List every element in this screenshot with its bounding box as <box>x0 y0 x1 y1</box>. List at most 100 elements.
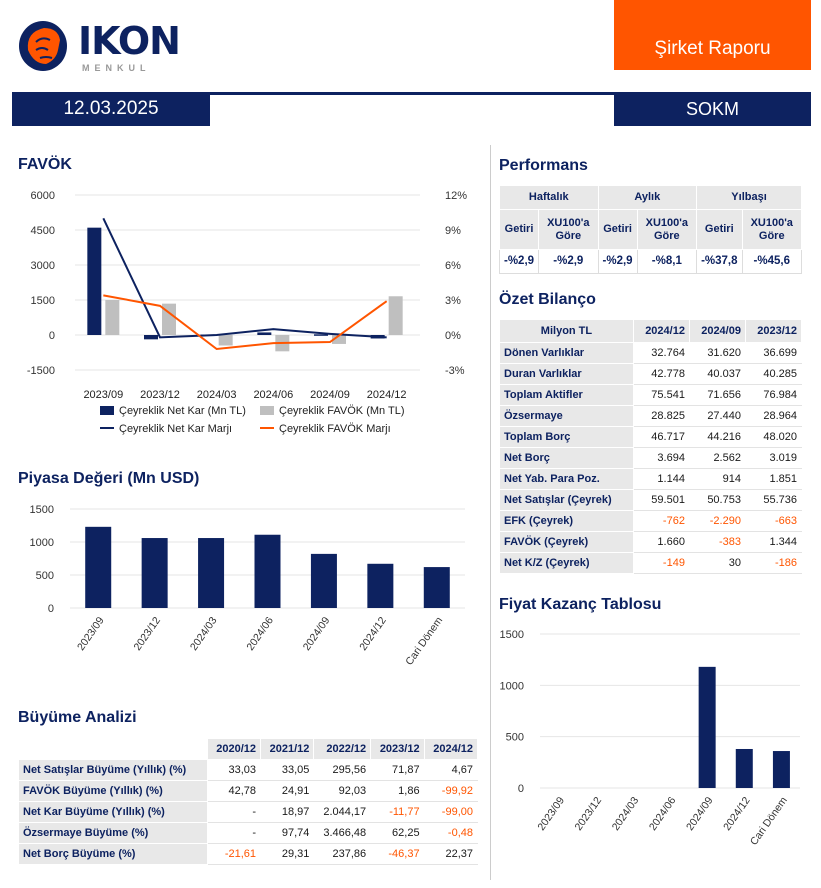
cell: -46,37 <box>370 843 425 865</box>
cell: -%2,9 <box>498 249 540 274</box>
row-label: FAVÖK (Çeyrek) <box>499 531 634 553</box>
y-tick-label: 1500 <box>31 295 55 307</box>
cell: 40.037 <box>688 363 746 385</box>
column-header: 2023/12 <box>370 738 425 760</box>
x-tick-label: 2024/03 <box>610 795 642 833</box>
cell: 31.620 <box>688 342 746 364</box>
group-row: Haftalık Aylık Yılbaşı <box>499 185 802 210</box>
cell: -2.290 <box>688 510 746 532</box>
y-tick-label: 1500 <box>500 629 524 641</box>
cell: 42,78 <box>206 780 262 802</box>
cell: 28.964 <box>744 405 803 427</box>
pe-title: Fiyat Kazanç Tablosu <box>499 596 662 613</box>
y-tick-label: 0 <box>48 603 54 615</box>
y-tick-label: -1500 <box>27 365 55 377</box>
favok-chart: 6000 12% 4500 9% 3000 6% 1500 3% 0 0% -1500 -3% 2023… <box>27 190 467 435</box>
bar <box>254 534 281 608</box>
ikon-logo: IKON MENKUL <box>18 20 188 76</box>
balance-table: Milyon TL 2024/12 2024/09 2023/12 Dönen Varl… <box>499 319 803 574</box>
favok-bar <box>162 303 176 335</box>
subheader: XU100'a Göre <box>636 209 698 250</box>
table-row: Dönen Varlıklar 32.764 31.620 36.699 <box>499 342 803 364</box>
cell: 97,74 <box>260 822 315 844</box>
row-label: Dönen Varlıklar <box>499 342 634 364</box>
x-tick-label: Cari Dönem <box>748 795 790 848</box>
cell: 914 <box>688 468 746 490</box>
report-type-banner: Şirket Raporu <box>614 0 811 70</box>
cell: 42.778 <box>632 363 690 385</box>
table-row: Net Satışlar (Çeyrek) 59.501 50.753 55.736 <box>499 489 803 511</box>
cell: 3.694 <box>632 447 690 469</box>
cell: 33,03 <box>206 759 262 781</box>
row-label: Duran Varlıklar <box>499 363 634 385</box>
cell: 1.144 <box>632 468 690 490</box>
cell: 3.466,48 <box>313 822 372 844</box>
bar <box>141 538 168 608</box>
group-header: Aylık <box>597 185 698 210</box>
logo-wordmark: IKON <box>78 19 181 63</box>
column-divider <box>490 145 491 880</box>
x-tick-label: 2024/06 <box>253 389 293 401</box>
x-tick-label: 2023/09 <box>75 615 107 653</box>
bar <box>198 538 225 608</box>
table-row: FAVÖK Büyüme (Yıllık) (%) 42,78 24,91 92,03… <box>18 780 479 802</box>
x-tick-label: Cari Dönem <box>403 615 445 668</box>
table-row: Net Borç Büyüme (%) -21,61 29,31 237,86 -46,… <box>18 843 479 865</box>
y2-tick-label: 12% <box>445 190 467 202</box>
logo-subtitle: MENKUL <box>82 63 151 73</box>
x-tick-label: 2024/12 <box>357 615 389 653</box>
favok-bar <box>218 335 233 346</box>
cell: -149 <box>632 552 690 574</box>
performance-table: Haftalık Aylık Yılbaşı Getiri XU100'a Göre Ge… <box>498 185 802 274</box>
table-row: Özsermaye Büyüme (%) -97,74 3.466,48 62,25-… <box>18 822 479 844</box>
cell: - <box>206 801 262 823</box>
bar <box>85 526 112 608</box>
cell: 1,86 <box>370 780 425 802</box>
legend-label: Çeyreklik Net Kar (Mn TL) <box>119 405 246 417</box>
cell: - <box>206 822 262 844</box>
cell: 28.825 <box>632 405 690 427</box>
cell: -383 <box>688 531 746 553</box>
cell: 50.753 <box>688 489 746 511</box>
x-tick-label: 2024/06 <box>244 615 276 653</box>
y2-tick-label: 0% <box>445 330 461 342</box>
growth-title: Büyüme Analizi <box>18 709 137 726</box>
column-header: 2023/12 <box>744 319 803 343</box>
cell: 92,03 <box>313 780 372 802</box>
x-tick-label: 2024/09 <box>684 795 716 833</box>
favok-bar <box>332 335 346 344</box>
y-tick-label: 0 <box>49 330 55 342</box>
column-header: 2020/12 <box>206 738 262 760</box>
y-tick-label: 500 <box>36 570 54 582</box>
row-label: Toplam Borç <box>499 426 634 448</box>
y-tick-label: 1000 <box>500 680 524 692</box>
net-kar-bar <box>87 227 102 335</box>
cell: 2.044,17 <box>313 801 372 823</box>
table-row: Özsermaye 28.825 27.440 28.964 <box>499 405 803 427</box>
growth-table: 2020/12 2021/12 2022/12 2023/12 2024/12 Net S… <box>18 738 479 865</box>
cell: 27.440 <box>688 405 746 427</box>
cell: -%37,8 <box>696 249 743 274</box>
table-row: Net Yab. Para Poz. 1.144 914 1.851 <box>499 468 803 490</box>
cell: -%2,9 <box>538 249 599 274</box>
balance-title: Özet Bilanço <box>499 291 596 308</box>
cell: 71,87 <box>370 759 425 781</box>
row-label: Toplam Aktifler <box>499 384 634 406</box>
row-label: FAVÖK Büyüme (Yıllık) (%) <box>18 780 208 802</box>
cell: 29,31 <box>260 843 315 865</box>
y-tick-label: 1000 <box>30 537 54 549</box>
y2-tick-label: 9% <box>445 225 461 237</box>
table-row: Net Kar Büyüme (Yıllık) (%) -18,97 2.044,1… <box>18 801 479 823</box>
cell: 46.717 <box>632 426 690 448</box>
column-header: 2024/12 <box>423 738 479 760</box>
bar <box>310 553 337 608</box>
table-row: Toplam Borç 46.717 44.216 48.020 <box>499 426 803 448</box>
net-kar-margin-line <box>102 217 387 339</box>
row-label: Net Satışlar (Çeyrek) <box>499 489 634 511</box>
cell: 1.660 <box>632 531 690 553</box>
x-tick-label: 2024/03 <box>188 615 220 653</box>
y-tick-label: 0 <box>518 783 524 795</box>
favok-bar <box>105 300 120 335</box>
cell: 1.851 <box>744 468 803 490</box>
subheader: XU100'a Göre <box>741 209 802 250</box>
